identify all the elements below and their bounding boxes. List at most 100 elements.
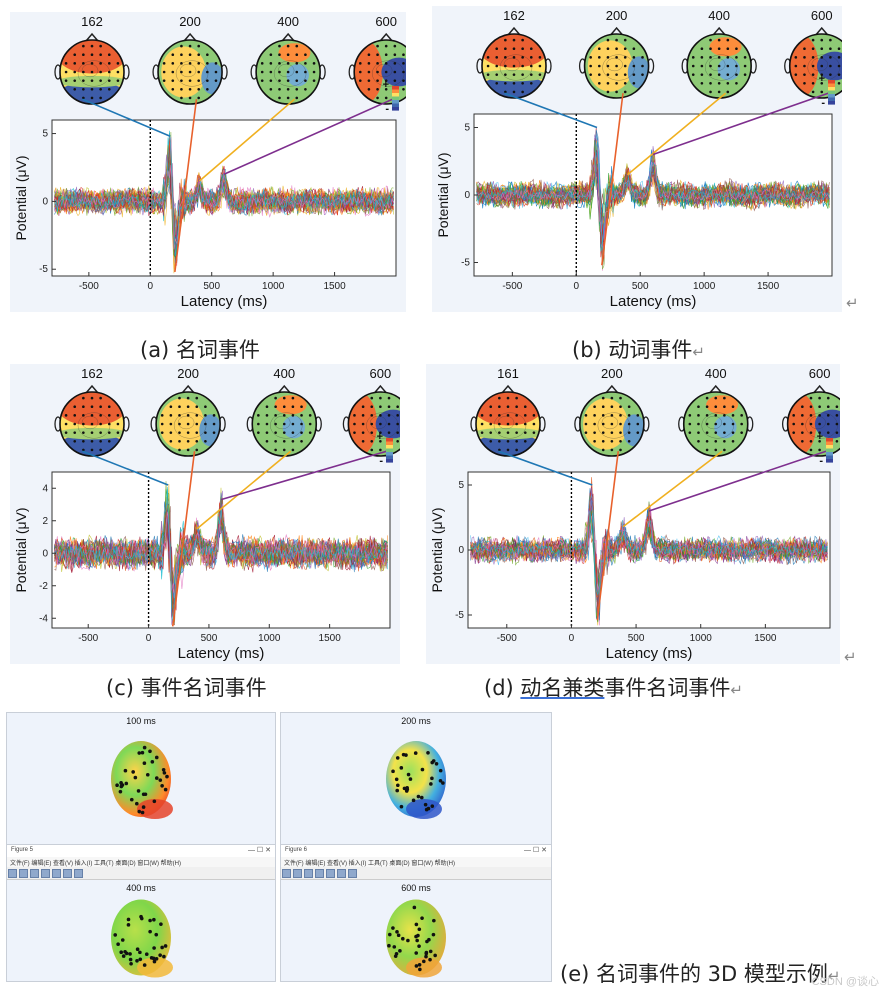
save-icon[interactable]: [30, 869, 39, 878]
electrode-dot: [148, 929, 152, 934]
electrode-dot: [126, 923, 131, 927]
open-icon[interactable]: [293, 869, 302, 878]
electrode-dot: [376, 79, 379, 82]
open-icon[interactable]: [19, 869, 28, 878]
legend-icon[interactable]: [63, 869, 72, 878]
electrode-dot: [837, 73, 841, 76]
electrode-dot: [160, 431, 164, 434]
new-figure-icon[interactable]: [282, 869, 291, 878]
electrode-dot: [393, 62, 397, 65]
electrode-dot: [426, 806, 431, 811]
electrode-dot: [826, 414, 830, 417]
electrode-dot: [731, 414, 735, 417]
electrode-dot: [370, 448, 374, 452]
colorbar-max-label: +: [383, 79, 389, 91]
topomap-nose: [709, 384, 723, 394]
pointer-icon[interactable]: [348, 869, 357, 878]
electrode-dot: [498, 422, 501, 426]
electrode-dot: [610, 396, 614, 400]
electrode-dot: [82, 87, 85, 91]
electrode-dot: [282, 431, 286, 434]
electrode-dot: [73, 62, 77, 65]
electrode-dot: [197, 53, 201, 57]
topomap-nose: [183, 32, 197, 42]
electrode-dot: [726, 81, 730, 85]
electrode-dot: [532, 414, 536, 417]
electrode-dot: [300, 414, 303, 417]
new-figure-icon[interactable]: [8, 869, 17, 878]
electrode-dot: [379, 448, 382, 452]
x-tick-label: 500: [201, 633, 218, 644]
electrode-dot: [393, 44, 397, 48]
electrode-dot: [361, 439, 365, 443]
save-icon[interactable]: [304, 869, 313, 878]
electrode-dot: [387, 943, 391, 948]
topomap-latency-label: 200: [177, 366, 199, 381]
electrode-dot: [90, 70, 94, 74]
electrode-dot: [717, 64, 721, 68]
electrode-dot: [82, 79, 85, 82]
topomap-nose: [277, 384, 291, 394]
electrode-dot: [99, 448, 102, 452]
colorbar-icon[interactable]: [326, 869, 335, 878]
electrode-dot: [163, 787, 168, 792]
electrode-dot: [64, 422, 68, 426]
electrode-dot: [529, 56, 533, 59]
y-tick-label: 0: [458, 545, 464, 556]
electrode-dot: [636, 422, 640, 426]
electrode-dot: [178, 405, 181, 409]
print-icon[interactable]: [315, 869, 324, 878]
electrode-dot: [598, 64, 601, 68]
window-controls-icon[interactable]: — ☐ ✕: [247, 847, 271, 854]
figure-menubar[interactable]: 文件(F) 编辑(E) 查看(V) 插入(I) 工具(T) 桌面(D) 窗口(W…: [7, 857, 275, 867]
electrode-dot: [489, 405, 493, 409]
pointer-icon[interactable]: [74, 869, 83, 878]
figure-toolbar[interactable]: [7, 867, 275, 880]
electrode-dot: [820, 64, 824, 68]
electrode-dot: [598, 81, 601, 85]
electrode-dot: [99, 53, 102, 57]
topomap: [578, 26, 655, 99]
electrode-dot: [64, 70, 68, 74]
electrode-dot: [178, 422, 181, 426]
electrode-dot: [90, 62, 94, 65]
electrode-dot: [260, 70, 264, 74]
electrode-dot: [367, 62, 371, 65]
electrode-dot: [90, 87, 94, 91]
electrode-dot: [495, 64, 499, 68]
figure-toolbar[interactable]: [281, 867, 551, 880]
electrode-dot: [532, 422, 536, 426]
electrode-dot: [438, 768, 443, 773]
electrode-dot: [714, 448, 718, 452]
electrode-dot: [64, 414, 68, 417]
electrode-dot: [480, 414, 484, 417]
print-icon[interactable]: [41, 869, 50, 878]
electrode-dot: [504, 73, 507, 76]
electrode-dot: [107, 79, 111, 82]
electrode-dot: [99, 414, 102, 417]
electrode-dot: [697, 414, 700, 417]
eeg-traces: [54, 130, 394, 274]
electrode-dot: [197, 70, 201, 74]
topomap-connector-line: [82, 98, 171, 138]
electrode-dot: [163, 944, 168, 948]
electrode-dot: [214, 79, 218, 82]
electrode-dot: [295, 53, 299, 57]
window-controls-icon[interactable]: — ☐ ✕: [523, 847, 547, 854]
electrode-dot: [282, 405, 286, 409]
electrode-dot: [265, 405, 269, 409]
electrode-dot: [402, 62, 405, 65]
colorbar-max-label: +: [817, 431, 823, 443]
y-tick-label: 0: [42, 196, 48, 207]
topomap-connector-line: [196, 450, 292, 530]
eeg-traces: [470, 477, 828, 626]
figure-menubar[interactable]: 文件(F) 编辑(E) 查看(V) 插入(I) 工具(T) 桌面(D) 窗口(W…: [281, 857, 551, 867]
colorbar-icon[interactable]: [52, 869, 61, 878]
electrode-dot: [214, 70, 218, 74]
electrode-dot: [291, 405, 295, 409]
electrode-dot: [700, 81, 704, 85]
electrode-dot: [137, 809, 142, 814]
topomap-latency-label: 600: [375, 14, 397, 29]
electrode-dot: [610, 405, 614, 409]
legend-icon[interactable]: [337, 869, 346, 878]
